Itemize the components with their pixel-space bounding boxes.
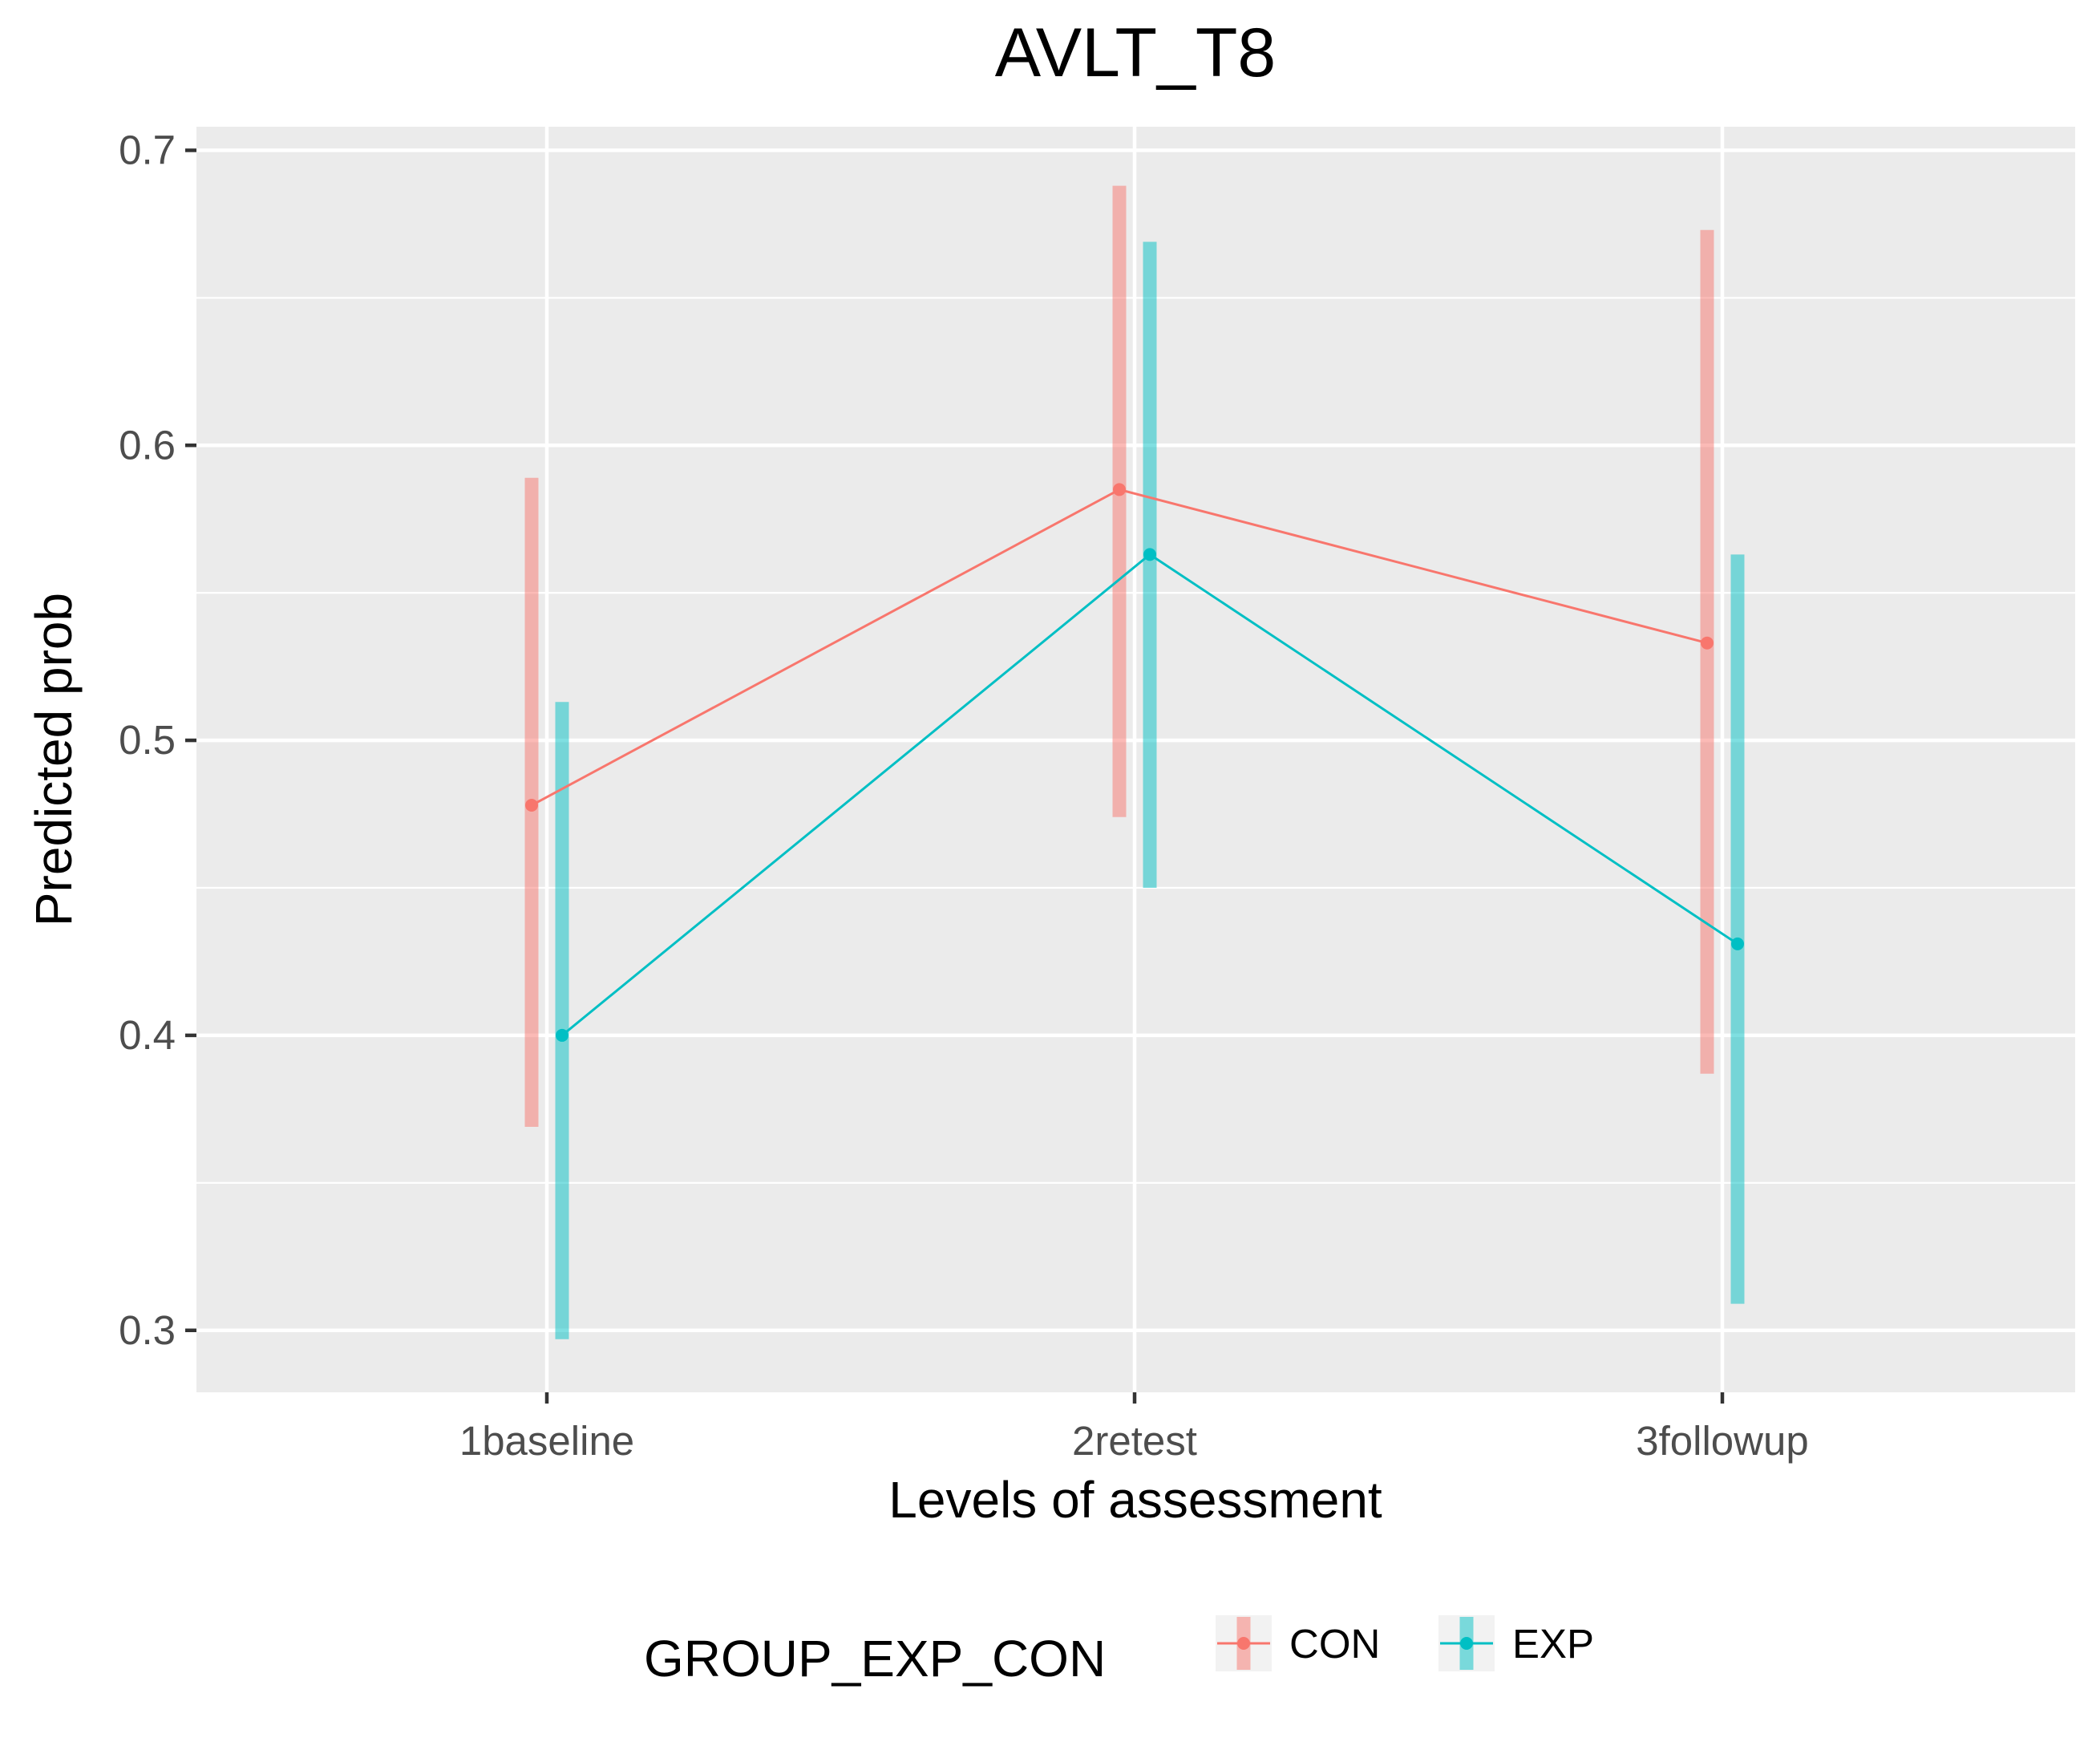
grid-layer xyxy=(196,127,2075,1392)
x-tick-label: 2retest xyxy=(1072,1418,1197,1464)
x-tick-label: 3followup xyxy=(1636,1418,1808,1464)
legend: GROUP_EXP_CON CON EXP xyxy=(644,1615,1594,1687)
y-tick-label: 0.7 xyxy=(119,127,176,172)
marks-layer xyxy=(524,185,1745,1339)
y-tick-label: 0.4 xyxy=(119,1012,176,1058)
data-point-exp xyxy=(556,1028,568,1042)
legend-items: CON EXP xyxy=(1216,1615,1594,1671)
legend-key-point xyxy=(1460,1637,1473,1650)
axes-layer: 0.3 0.4 0.5 0.6 0.7 1baseline 2retest 3followup xyxy=(119,127,1809,1464)
legend-title: GROUP_EXP_CON xyxy=(644,1630,1106,1687)
y-tick-label: 0.6 xyxy=(119,422,176,468)
data-point-con xyxy=(525,799,538,812)
data-point-exp xyxy=(1143,548,1156,561)
x-axis-label: Levels of assessment xyxy=(888,1471,1382,1529)
data-point-con xyxy=(1113,483,1126,496)
y-axis-label: Predicted prob xyxy=(25,593,83,926)
data-point-exp xyxy=(1731,937,1744,950)
chart-title: AVLT_T8 xyxy=(995,14,1277,91)
legend-key-point xyxy=(1237,1637,1250,1650)
y-tick-label: 0.5 xyxy=(119,717,176,763)
data-point-con xyxy=(1701,636,1714,650)
legend-label-exp: EXP xyxy=(1512,1621,1594,1667)
legend-label-con: CON xyxy=(1289,1621,1380,1667)
x-tick-label: 1baseline xyxy=(459,1418,634,1464)
y-tick-label: 0.3 xyxy=(119,1307,176,1353)
